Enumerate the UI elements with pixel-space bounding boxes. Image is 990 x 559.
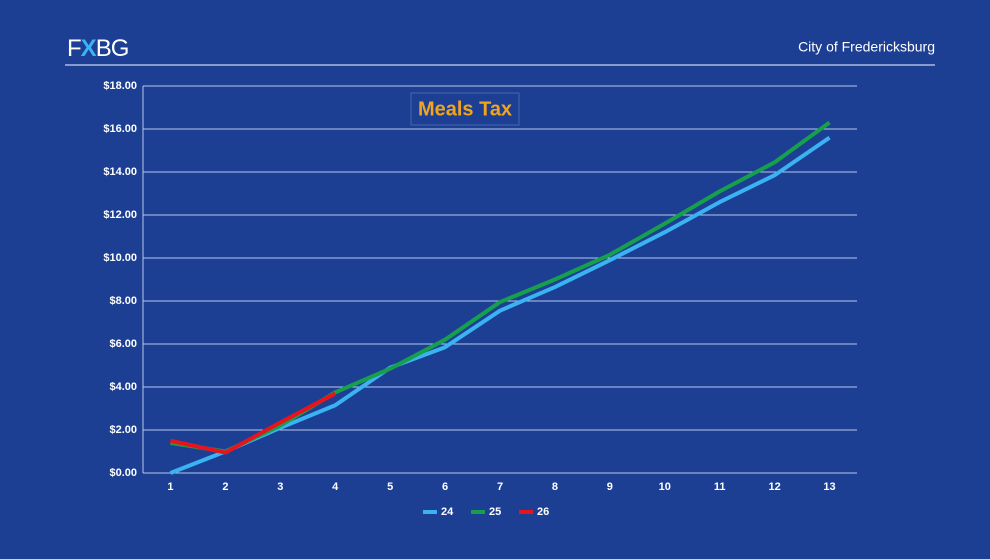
y-tick-label: $16.00 [103,123,137,135]
logo-part: F [67,35,81,62]
x-tick-label: 4 [332,481,339,493]
y-tick-label: $10.00 [103,252,137,264]
x-tick-label: 11 [714,481,726,493]
y-tick-label: $14.00 [103,166,137,178]
x-tick-label: 9 [607,481,613,493]
y-tick-label: $6.00 [109,338,137,350]
x-tick-label: 13 [823,481,835,493]
x-tick-label: 2 [222,481,228,493]
y-tick-label: $18.00 [103,80,137,92]
y-tick-label: $0.00 [109,467,137,479]
x-tick-label: 5 [387,481,393,493]
x-tick-label: 3 [277,481,283,493]
x-tick-label: 10 [659,481,671,493]
y-tick-label: $12.00 [103,209,137,221]
title-box [410,92,520,126]
x-tick-label: 12 [768,481,780,493]
y-tick-label: $2.00 [109,424,137,436]
x-tick-label: 6 [442,481,448,493]
logo: FXBG [67,35,128,62]
organization: City of Fredericksburg [798,39,935,55]
plot: $0.00 $2.00 $4.00 $6.00 $8.00 $10.00 $12.00 $14… [103,80,857,518]
logo-part: BG [96,35,129,62]
series-line [170,120,831,454]
logo-part: X [81,35,97,62]
x-tick-label: 1 [167,481,173,493]
x-tick-label: 8 [552,481,558,493]
series-line [170,391,337,455]
x-tick-label: 7 [497,481,503,493]
chart-title: Meals Tax [418,98,512,120]
y-tick-label: $4.00 [109,381,137,393]
legend-label: 26 [537,506,549,518]
legend-label: 25 [489,506,501,518]
y-tick-label: $8.00 [109,295,137,307]
legend-label: 24 [441,506,454,518]
